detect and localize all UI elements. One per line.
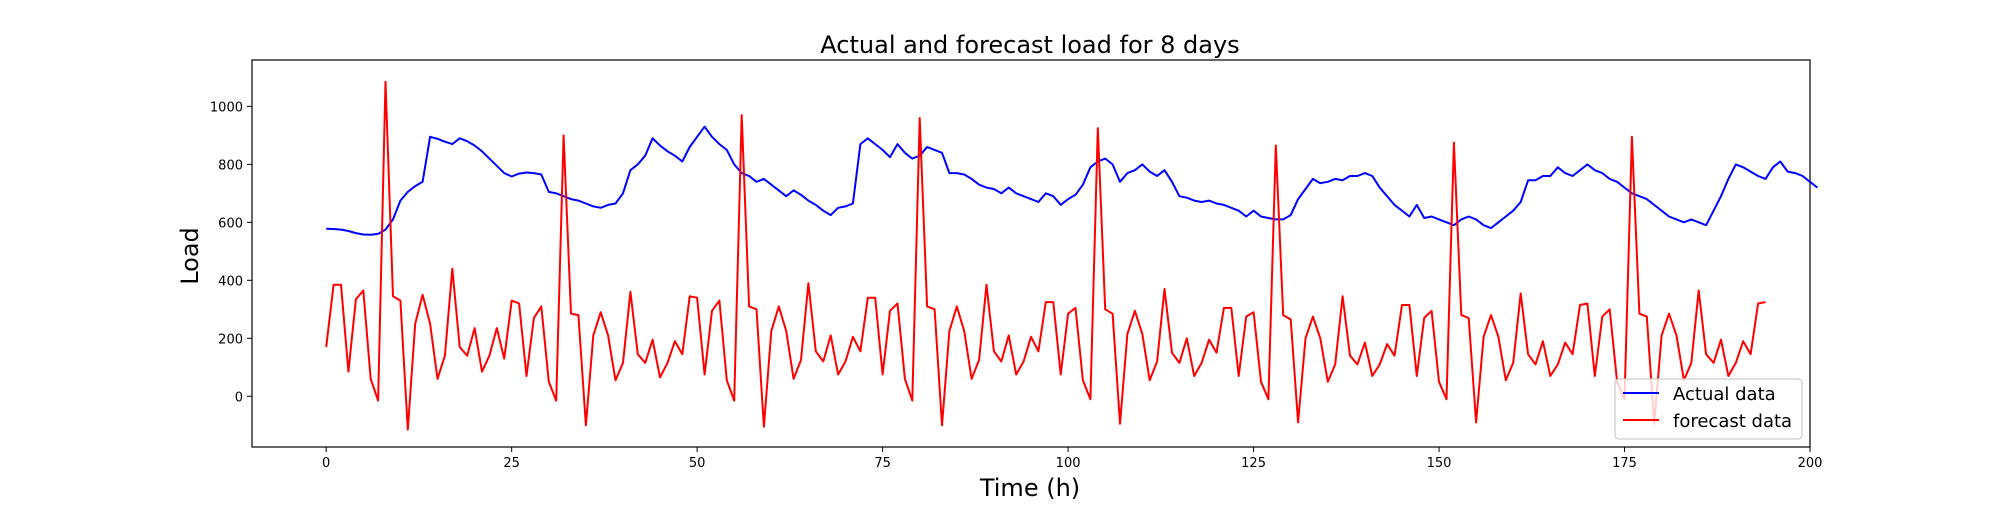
x-tick-label: 150 [1427,456,1452,471]
y-tick-label: 400 [218,274,243,289]
x-tick-label: 200 [1798,456,1823,471]
x-tick-label: 125 [1241,456,1266,471]
x-tick-label: 175 [1612,456,1637,471]
y-tick-label: 0 [235,390,243,405]
y-tick-label: 800 [218,158,243,173]
x-tick-label: 50 [689,456,706,471]
legend-label-actual: Actual data [1673,384,1776,405]
x-tick-label: 0 [322,456,330,471]
series-layer [325,80,1819,431]
y-axis-ticks: 0 200 400 600 800 1000 [210,100,252,405]
y-tick-label: 200 [218,332,243,347]
series-line-forecast [325,80,1766,431]
series-line-actual [326,125,1819,236]
legend-box [1614,378,1803,440]
y-tick-label: 600 [218,216,243,231]
legend-label-forecast: forecast data [1673,411,1792,432]
x-tick-label: 100 [1056,456,1081,471]
x-axis-label: Time (h) [979,474,1080,500]
x-tick-label: 75 [874,456,891,471]
y-axis-label: Load [176,227,204,285]
chart-legend: Actual data forecast data [1614,378,1803,440]
y-tick-label: 1000 [210,100,243,115]
x-axis-ticks: 0 25 50 75 100 125 150 175 200 [322,447,1822,471]
x-tick-label: 25 [503,456,520,471]
chart-title: Actual and forecast load for 8 days [820,31,1239,59]
plot-area-frame [251,59,1811,448]
